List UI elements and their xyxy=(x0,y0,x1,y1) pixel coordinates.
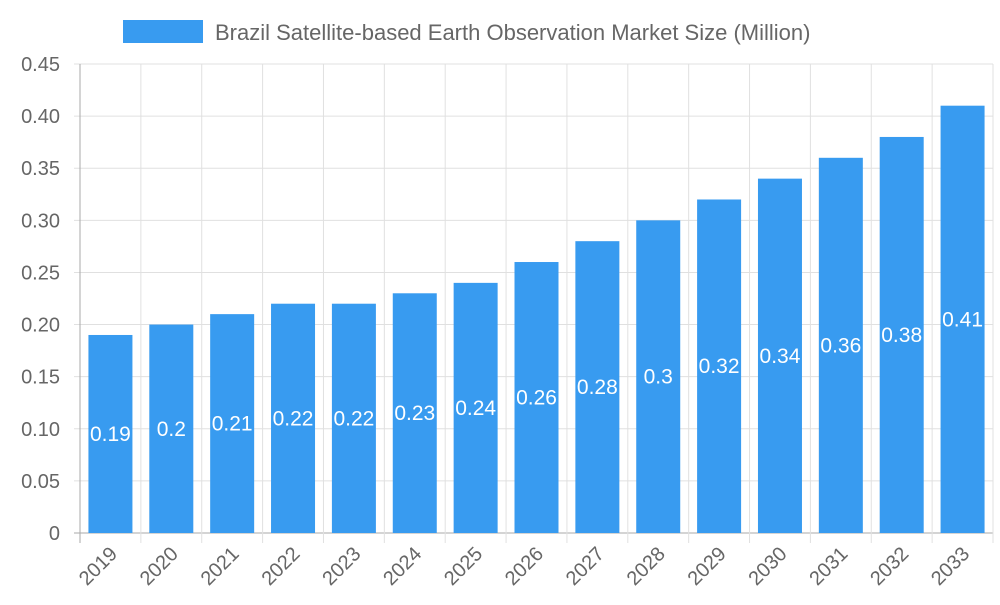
bar-2023 xyxy=(331,303,376,533)
bar-2031 xyxy=(818,157,863,534)
data-label: 0.41 xyxy=(942,308,983,331)
data-label: 0.23 xyxy=(394,402,435,425)
bar-2033 xyxy=(940,105,985,533)
x-tick-label: 2021 xyxy=(197,543,244,590)
legend[interactable]: Brazil Satellite-based Earth Observation… xyxy=(123,20,810,45)
bar-2030 xyxy=(757,178,802,533)
x-tick-label: 2020 xyxy=(136,543,183,590)
x-tick-label: 2025 xyxy=(440,543,487,590)
bar-2022 xyxy=(271,303,316,533)
bar-2028 xyxy=(636,220,681,534)
x-tick-label: 2022 xyxy=(258,543,305,590)
data-label: 0.2 xyxy=(157,418,186,441)
x-tick-label: 2031 xyxy=(805,543,852,590)
data-label: 0.3 xyxy=(644,366,673,389)
data-label: 0.21 xyxy=(212,413,253,436)
data-label: 0.38 xyxy=(881,324,922,347)
y-tick-label: 0.25 xyxy=(21,262,60,284)
x-tick-label: 2029 xyxy=(684,543,731,590)
bar-2024 xyxy=(392,293,437,533)
x-tick-label: 2023 xyxy=(318,543,365,590)
y-tick-label: 0.05 xyxy=(21,471,60,493)
x-tick-label: 2033 xyxy=(927,543,974,590)
y-tick-label: 0.45 xyxy=(21,54,60,76)
y-tick-label: 0.30 xyxy=(21,210,60,232)
legend-label: Brazil Satellite-based Earth Observation… xyxy=(215,20,810,45)
bar-2021 xyxy=(210,314,255,533)
bar-2025 xyxy=(453,282,498,533)
bar-2032 xyxy=(879,136,924,533)
data-label: 0.32 xyxy=(699,355,740,378)
data-label: 0.19 xyxy=(90,423,131,446)
x-tick-label: 2032 xyxy=(866,543,913,590)
data-label: 0.28 xyxy=(577,376,618,399)
x-tick-label: 2026 xyxy=(501,543,548,590)
data-label: 0.34 xyxy=(760,345,801,368)
y-tick-label: 0.10 xyxy=(21,419,60,441)
legend-swatch xyxy=(123,20,203,43)
bar-2027 xyxy=(575,241,620,533)
bar-2019 xyxy=(88,334,133,533)
x-tick-label: 2028 xyxy=(623,543,670,590)
x-tick-label: 2019 xyxy=(75,543,122,590)
y-tick-label: 0.15 xyxy=(21,367,60,389)
x-tick-label: 2027 xyxy=(562,543,609,590)
data-label: 0.26 xyxy=(516,387,557,410)
data-label: 0.22 xyxy=(333,407,374,430)
y-tick-label: 0.35 xyxy=(21,158,60,180)
data-label: 0.22 xyxy=(273,407,314,430)
x-tick-label: 2024 xyxy=(379,543,426,590)
y-tick-label: 0 xyxy=(49,523,60,545)
bar-2029 xyxy=(697,199,742,533)
y-tick-label: 0.40 xyxy=(21,106,60,128)
x-tick-label: 2030 xyxy=(744,543,791,590)
data-label: 0.36 xyxy=(820,334,861,357)
bar-2020 xyxy=(149,324,194,533)
y-tick-label: 0.20 xyxy=(21,315,60,337)
data-label: 0.24 xyxy=(455,397,496,420)
bar-2026 xyxy=(514,262,559,533)
